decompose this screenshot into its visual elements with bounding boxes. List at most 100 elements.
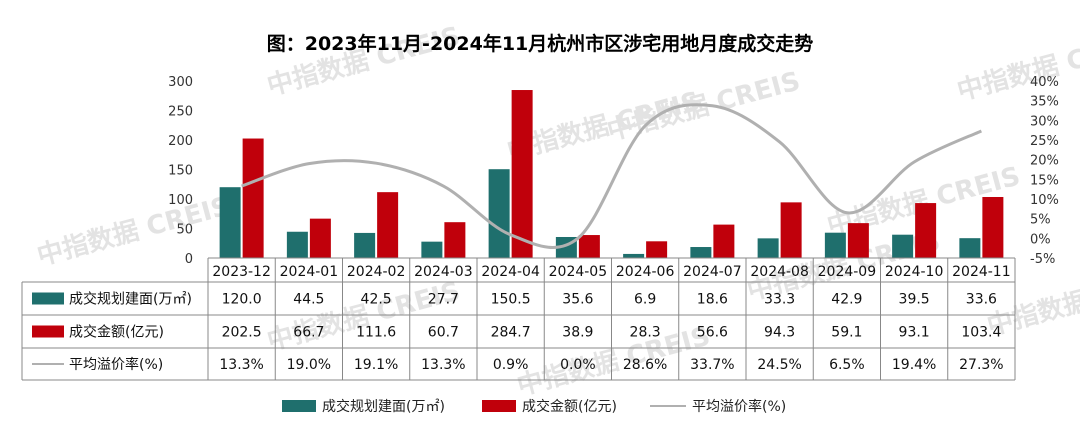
data-label: 0.9% xyxy=(493,357,529,373)
bar-amount xyxy=(847,223,869,258)
category-label: 2024-11 xyxy=(952,264,1011,280)
right-axis-tick-label: 5% xyxy=(1030,213,1051,228)
category-label: 2024-07 xyxy=(683,264,742,280)
bar-area xyxy=(757,238,779,258)
category-label: 2024-04 xyxy=(481,264,540,280)
watermark-text: 中指数据 CREIS xyxy=(264,276,463,356)
right-axis-tick-label: 0% xyxy=(1030,232,1051,247)
legend-swatch-area xyxy=(282,400,316,412)
left-axis-tick-label: 300 xyxy=(168,75,193,90)
category-label: 2024-06 xyxy=(616,264,675,280)
left-axis-tick-label: 150 xyxy=(168,164,193,179)
right-axis-tick-label: 35% xyxy=(1030,95,1059,110)
row-series-name: 成交规划建面(万㎡) xyxy=(69,291,192,308)
right-axis-tick-label: -5% xyxy=(1030,252,1055,267)
data-label: 33.6 xyxy=(966,292,997,308)
right-axis-tick-label: 20% xyxy=(1030,154,1059,169)
bar-amount xyxy=(982,196,1004,258)
category-label: 2024-01 xyxy=(280,264,339,280)
data-label: 39.5 xyxy=(899,292,930,308)
legend-swatch-amount xyxy=(482,400,516,412)
data-label: 27.3% xyxy=(959,357,1003,373)
data-label: 24.5% xyxy=(757,357,801,373)
data-label: 19.0% xyxy=(287,357,331,373)
data-label: 0.0% xyxy=(560,357,596,373)
data-label: 111.6 xyxy=(356,325,396,341)
data-label: 93.1 xyxy=(899,325,930,341)
data-label: 66.7 xyxy=(293,325,324,341)
category-label: 2024-08 xyxy=(750,264,809,280)
data-label: 35.6 xyxy=(562,292,593,308)
data-label: 33.3 xyxy=(764,292,795,308)
left-axis: 0 50 100 150 200 250 300 xyxy=(168,75,193,267)
data-label: 18.6 xyxy=(697,292,728,308)
bar-area xyxy=(824,232,846,258)
row-series-name: 平均溢价率(%) xyxy=(69,356,163,373)
bar-amount xyxy=(511,90,533,258)
data-label: 59.1 xyxy=(831,325,862,341)
bar-amount xyxy=(444,222,466,258)
data-label: 42.9 xyxy=(831,292,862,308)
data-table: 2023-12 2024-01 2024-02 2024-03 2024-04 2024-… xyxy=(21,257,1016,381)
bar-amount xyxy=(578,235,600,258)
data-label: 60.7 xyxy=(428,325,459,341)
right-axis-tick-label: 25% xyxy=(1030,134,1059,149)
data-label: 284.7 xyxy=(491,325,531,341)
data-label: 13.3% xyxy=(421,357,465,373)
data-label: 33.7% xyxy=(690,357,734,373)
legend-label-premium: 平均溢价率(%) xyxy=(692,398,786,415)
bar-amount xyxy=(377,192,399,258)
left-axis-tick-label: 100 xyxy=(168,193,193,208)
bar-area xyxy=(286,231,308,258)
category-label: 2023-12 xyxy=(212,264,271,280)
data-label: 38.9 xyxy=(562,325,593,341)
data-label: 202.5 xyxy=(222,325,262,341)
watermark-text: 中指数据 CREIS xyxy=(34,191,233,271)
left-axis-tick-label: 200 xyxy=(168,134,193,149)
legend-label-amount: 成交金额(亿元) xyxy=(522,398,617,415)
right-axis-tick-label: 10% xyxy=(1030,193,1059,208)
bar-area xyxy=(421,241,443,258)
data-label: 19.1% xyxy=(354,357,398,373)
bar-amount xyxy=(713,224,735,258)
bar-area xyxy=(623,253,645,258)
bar-area xyxy=(892,234,914,258)
data-label: 28.3 xyxy=(630,325,661,341)
bar-marks xyxy=(219,90,1004,258)
chart-title: 图：2023年11月-2024年11月杭州市区涉宅用地月度成交走势 xyxy=(267,32,814,55)
legend-label-area: 成交规划建面(万㎡) xyxy=(322,398,445,415)
bar-amount xyxy=(309,218,331,258)
right-axis-tick-label: 15% xyxy=(1030,173,1059,188)
left-axis-tick-label: 0 xyxy=(185,252,193,267)
right-axis-tick-label: 40% xyxy=(1030,75,1059,90)
category-label: 2024-05 xyxy=(549,264,608,280)
data-label: 6.5% xyxy=(829,357,865,373)
legend: 成交规划建面(万㎡) 成交金额(亿元) 平均溢价率(%) xyxy=(282,398,786,415)
left-axis-tick-label: 250 xyxy=(168,105,193,120)
bar-amount xyxy=(915,203,937,258)
row-key-swatch xyxy=(32,325,64,338)
data-label: 94.3 xyxy=(764,325,795,341)
data-label: 19.4% xyxy=(892,357,936,373)
data-label: 103.4 xyxy=(961,325,1001,341)
bar-amount xyxy=(646,241,668,258)
bar-area xyxy=(959,238,981,258)
bar-area xyxy=(690,247,712,258)
category-label: 2024-02 xyxy=(347,264,406,280)
bar-amount xyxy=(242,138,264,258)
bar-amount xyxy=(780,202,802,258)
row-key-swatch xyxy=(32,292,64,305)
right-axis-tick-label: 30% xyxy=(1030,114,1059,129)
left-axis-tick-label: 50 xyxy=(176,223,193,238)
data-label: 27.7 xyxy=(428,292,459,308)
row-series-name: 成交金额(亿元) xyxy=(69,324,164,341)
bar-area xyxy=(354,232,376,258)
category-label: 2024-10 xyxy=(885,264,944,280)
data-label: 150.5 xyxy=(491,292,531,308)
bar-area xyxy=(219,187,241,258)
data-label: 56.6 xyxy=(697,325,728,341)
premium-line xyxy=(241,103,983,249)
category-label: 2024-03 xyxy=(414,264,473,280)
data-label: 42.5 xyxy=(361,292,392,308)
